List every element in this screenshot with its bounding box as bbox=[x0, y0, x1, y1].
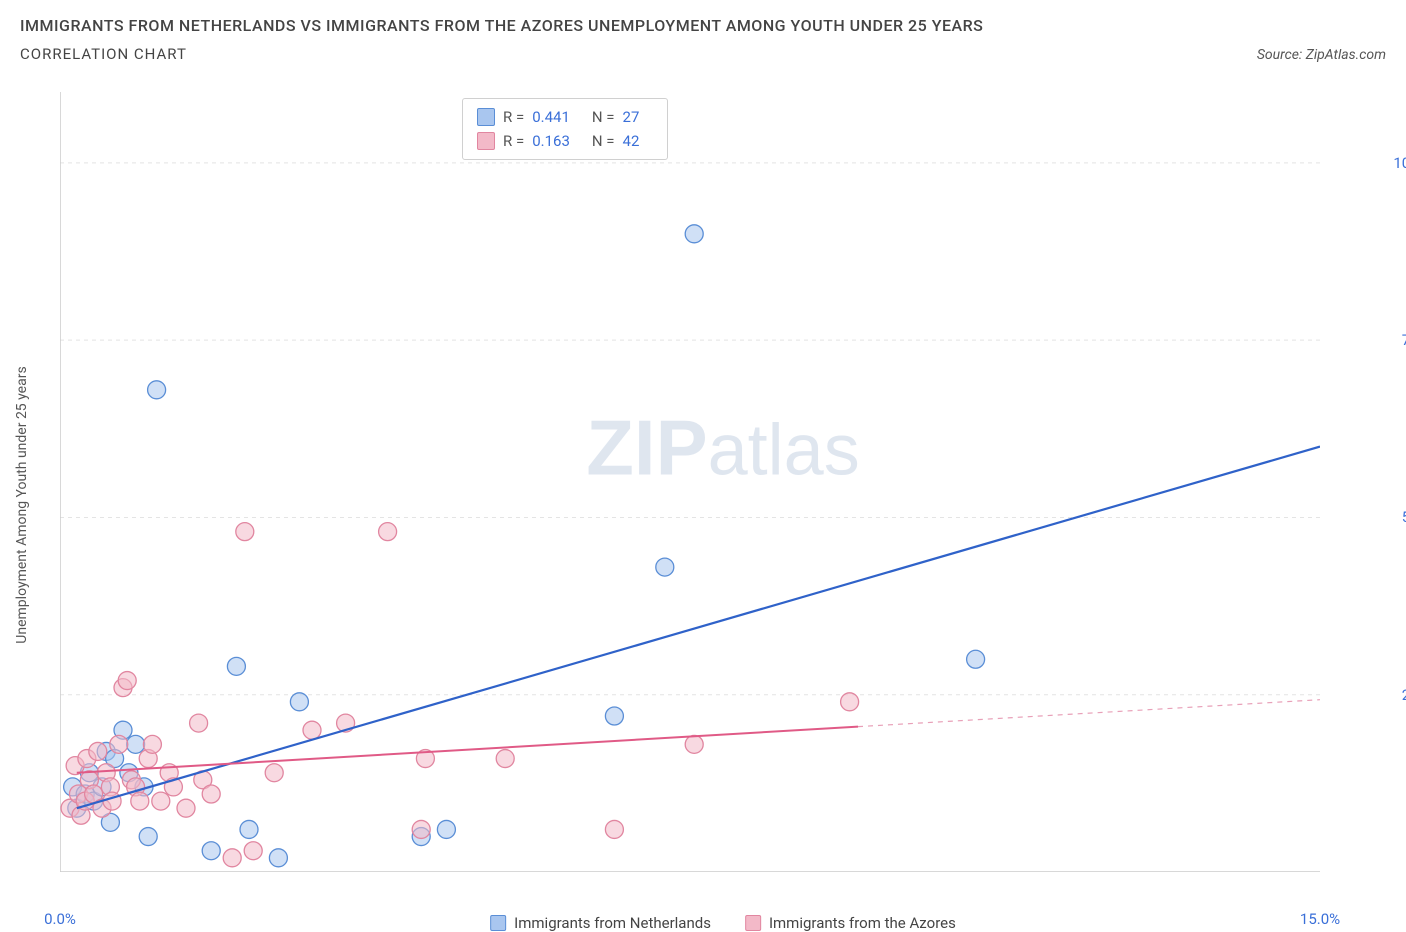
r-label: R = bbox=[503, 129, 524, 153]
subtitle-row: CORRELATION CHART Source: ZipAtlas.com bbox=[20, 45, 1386, 63]
legend-label-netherlands: Immigrants from Netherlands bbox=[514, 914, 711, 932]
legend-item-netherlands: Immigrants from Netherlands bbox=[490, 914, 711, 932]
y-tick-label: 50.0% bbox=[1402, 508, 1406, 526]
chart-title: IMMIGRANTS FROM NETHERLANDS VS IMMIGRANT… bbox=[20, 16, 1386, 35]
chart-subtitle: CORRELATION CHART bbox=[20, 45, 187, 63]
legend-label-azores: Immigrants from the Azores bbox=[769, 914, 956, 932]
source-attribution: Source: ZipAtlas.com bbox=[1257, 47, 1386, 63]
stats-row-netherlands: R = 0.441 N = 27 bbox=[477, 105, 653, 129]
stats-row-azores: R = 0.163 N = 42 bbox=[477, 129, 653, 153]
stats-legend: R = 0.441 N = 27 R = 0.163 N = 42 bbox=[462, 98, 668, 160]
n-val-netherlands: 27 bbox=[623, 105, 640, 129]
r-val-netherlands: 0.441 bbox=[532, 105, 570, 129]
y-tick-label: 100.0% bbox=[1393, 154, 1406, 172]
swatch-azores bbox=[745, 915, 761, 931]
x-tick-label: 15.0% bbox=[1300, 910, 1340, 928]
chart-area: Unemployment Among Youth under 25 years … bbox=[60, 92, 1386, 902]
y-tick-label: 25.0% bbox=[1402, 686, 1406, 704]
swatch-azores bbox=[477, 132, 495, 150]
legend-item-azores: Immigrants from the Azores bbox=[745, 914, 956, 932]
n-val-azores: 42 bbox=[623, 129, 640, 153]
source-prefix: Source: bbox=[1257, 47, 1306, 63]
y-tick-label: 75.0% bbox=[1402, 331, 1406, 349]
n-label: N = bbox=[592, 105, 615, 129]
r-label: R = bbox=[503, 105, 524, 129]
swatch-netherlands bbox=[490, 915, 506, 931]
r-val-azores: 0.163 bbox=[532, 129, 570, 153]
source-name: ZipAtlas.com bbox=[1306, 47, 1386, 63]
n-label: N = bbox=[592, 129, 615, 153]
chart-header: IMMIGRANTS FROM NETHERLANDS VS IMMIGRANT… bbox=[0, 0, 1406, 71]
series-legend: Immigrants from Netherlands Immigrants f… bbox=[490, 914, 956, 932]
scatter-plot bbox=[60, 92, 1320, 872]
x-tick-label: 0.0% bbox=[44, 910, 76, 928]
y-axis-title: Unemployment Among Youth under 25 years bbox=[14, 366, 30, 643]
swatch-netherlands bbox=[477, 108, 495, 126]
